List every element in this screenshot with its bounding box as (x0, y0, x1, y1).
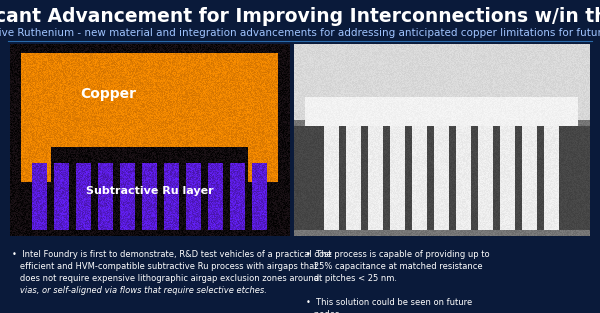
Text: Aligned
via post
via etch: Aligned via post via etch (355, 60, 397, 108)
Text: Significant Advancement for Improving Interconnections w/in the Chip: Significant Advancement for Improving In… (0, 8, 600, 27)
Text: No via
breakthru: No via breakthru (534, 162, 578, 187)
Text: does not require expensive lithographic airgap exclusion zones around: does not require expensive lithographic … (12, 274, 319, 283)
Text: Ru lines: Ru lines (445, 203, 492, 213)
Text: Miss-
aligned
via post
via etch: Miss- aligned via post via etch (524, 49, 565, 104)
Text: •  This solution could be seen on future: • This solution could be seen on future (306, 298, 472, 307)
Text: nodes: nodes (306, 310, 340, 313)
Text: efficient and HVM-compatible subtractive Ru process with airgaps that: efficient and HVM-compatible subtractive… (12, 262, 317, 271)
Text: •  The process is capable of providing up to: • The process is capable of providing up… (306, 250, 490, 259)
Text: 25% capacitance at matched resistance: 25% capacitance at matched resistance (306, 262, 482, 271)
Text: Copper: Copper (80, 87, 136, 101)
Text: vias, or self-aligned via flows that require selective etches.: vias, or self-aligned via flows that req… (12, 286, 267, 295)
Text: at pitches < 25 nm.: at pitches < 25 nm. (306, 274, 397, 283)
Text: Subtractive Ruthenium - new material and integration advancements for addressing: Subtractive Ruthenium - new material and… (0, 28, 600, 38)
Text: •  Intel Foundry is first to demonstrate, R&D test vehicles of a practical cost: • Intel Foundry is first to demonstrate,… (12, 250, 332, 259)
Text: Subtractive Ru layer: Subtractive Ru layer (86, 186, 214, 196)
